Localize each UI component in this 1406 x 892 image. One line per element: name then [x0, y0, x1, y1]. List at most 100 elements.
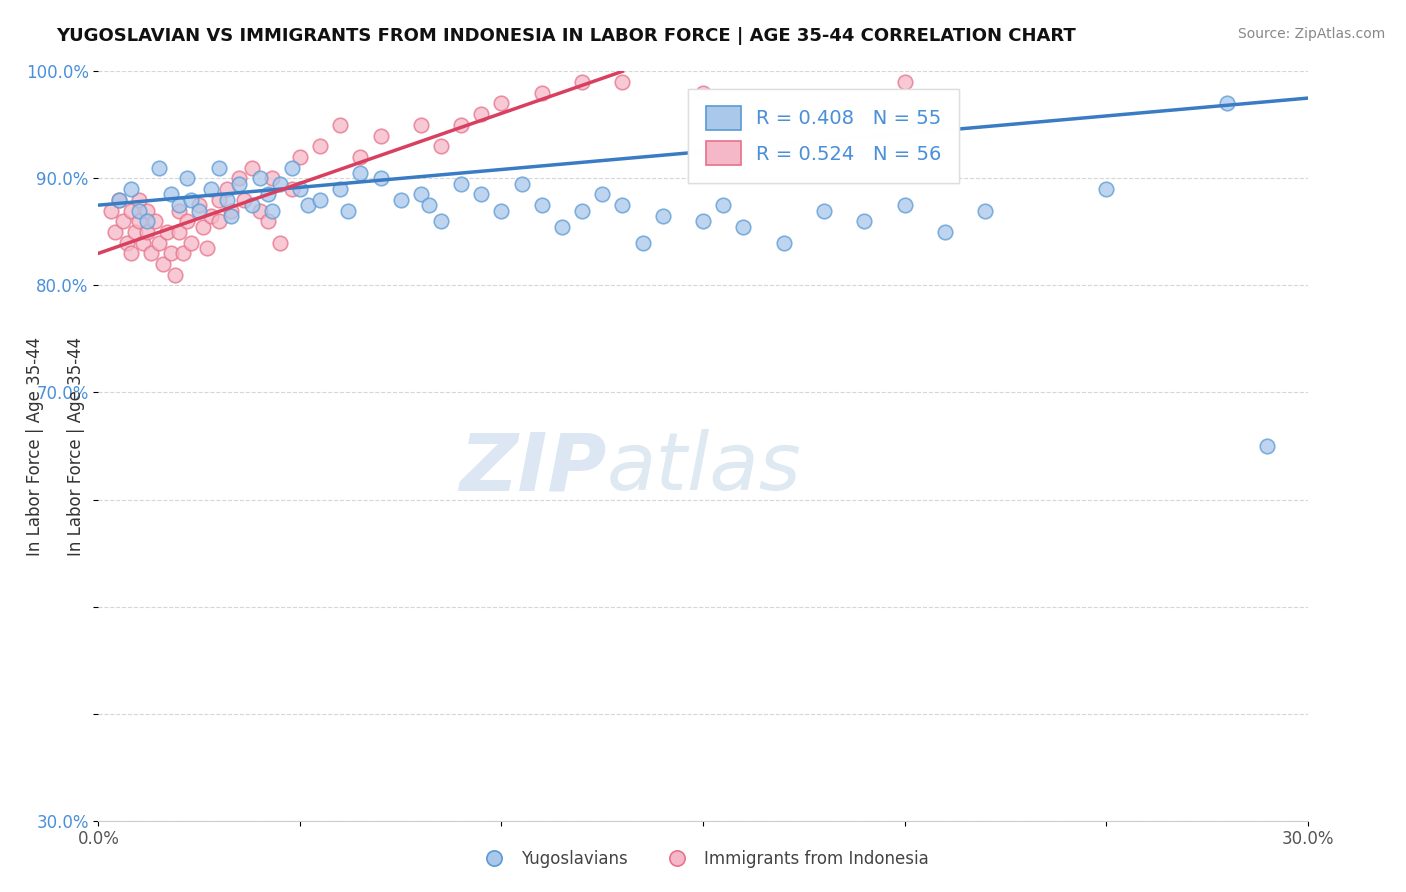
- Point: [107, 193, 129, 207]
- Point: [260, 203, 283, 218]
- Point: [176, 171, 198, 186]
- Point: [430, 214, 453, 228]
- Point: [143, 214, 166, 228]
- Text: In Labor Force | Age 35-44: In Labor Force | Age 35-44: [27, 336, 44, 556]
- Point: [135, 214, 157, 228]
- Point: [260, 171, 283, 186]
- Point: [591, 187, 613, 202]
- Point: [409, 118, 432, 132]
- Point: [491, 203, 513, 218]
- Point: [148, 235, 170, 250]
- Point: [208, 193, 231, 207]
- Point: [337, 203, 360, 218]
- Point: [288, 150, 311, 164]
- Point: [692, 214, 714, 228]
- Point: [217, 182, 239, 196]
- Point: [111, 214, 134, 228]
- Point: [813, 203, 835, 218]
- Point: [249, 171, 271, 186]
- Point: [180, 235, 202, 250]
- Point: [612, 75, 634, 89]
- Point: [148, 161, 170, 175]
- Point: [172, 246, 194, 260]
- Point: [349, 150, 371, 164]
- Point: [309, 139, 332, 153]
- Point: [853, 214, 876, 228]
- Point: [200, 209, 222, 223]
- Y-axis label: In Labor Force | Age 35-44: In Labor Force | Age 35-44: [66, 336, 84, 556]
- Point: [135, 203, 157, 218]
- Point: [733, 219, 755, 234]
- Point: [269, 235, 291, 250]
- Point: [107, 193, 129, 207]
- Point: [309, 193, 332, 207]
- Point: [128, 214, 150, 228]
- Text: YUGOSLAVIAN VS IMMIGRANTS FROM INDONESIA IN LABOR FORCE | AGE 35-44 CORRELATION : YUGOSLAVIAN VS IMMIGRANTS FROM INDONESIA…: [56, 27, 1076, 45]
- Point: [430, 139, 453, 153]
- Point: [135, 225, 157, 239]
- Point: [281, 161, 304, 175]
- Point: [551, 219, 574, 234]
- Point: [249, 203, 271, 218]
- Point: [370, 128, 392, 143]
- Point: [232, 193, 254, 207]
- Point: [208, 161, 231, 175]
- Point: [1256, 439, 1278, 453]
- Point: [450, 118, 472, 132]
- Point: [329, 118, 352, 132]
- Point: [418, 198, 440, 212]
- Point: [228, 171, 250, 186]
- Point: [269, 177, 291, 191]
- Text: ZIP: ZIP: [458, 429, 606, 508]
- Point: [491, 96, 513, 111]
- Point: [120, 182, 142, 196]
- Point: [195, 241, 218, 255]
- Point: [450, 177, 472, 191]
- Point: [893, 75, 915, 89]
- Point: [256, 214, 278, 228]
- Point: [124, 225, 146, 239]
- Point: [288, 182, 311, 196]
- Point: [160, 187, 183, 202]
- Point: [120, 246, 142, 260]
- Point: [281, 182, 304, 196]
- Point: [893, 198, 915, 212]
- Legend: R = 0.408   N = 55, R = 0.524   N = 56: R = 0.408 N = 55, R = 0.524 N = 56: [689, 88, 959, 183]
- Point: [651, 209, 673, 223]
- Point: [389, 193, 412, 207]
- Point: [156, 225, 179, 239]
- Point: [167, 225, 190, 239]
- Point: [349, 166, 371, 180]
- Point: [200, 182, 222, 196]
- Point: [208, 214, 231, 228]
- Point: [470, 107, 492, 121]
- Point: [240, 198, 263, 212]
- Point: [1095, 182, 1118, 196]
- Point: [329, 182, 352, 196]
- Point: [510, 177, 533, 191]
- Point: [188, 198, 211, 212]
- Point: [167, 203, 190, 218]
- Point: [221, 203, 243, 218]
- Point: [128, 203, 150, 218]
- Point: [370, 171, 392, 186]
- Text: Source: ZipAtlas.com: Source: ZipAtlas.com: [1237, 27, 1385, 41]
- Point: [711, 198, 734, 212]
- Point: [612, 198, 634, 212]
- Point: [221, 209, 243, 223]
- Point: [180, 193, 202, 207]
- Point: [139, 246, 162, 260]
- Point: [1216, 96, 1239, 111]
- Point: [193, 219, 215, 234]
- Point: [132, 235, 155, 250]
- Point: [167, 198, 190, 212]
- Legend: Yugoslavians, Immigrants from Indonesia: Yugoslavians, Immigrants from Indonesia: [471, 844, 935, 875]
- Point: [152, 257, 174, 271]
- Point: [571, 75, 593, 89]
- Point: [100, 203, 122, 218]
- Point: [470, 187, 492, 202]
- Point: [530, 86, 553, 100]
- Point: [103, 225, 125, 239]
- Point: [772, 235, 794, 250]
- Point: [176, 214, 198, 228]
